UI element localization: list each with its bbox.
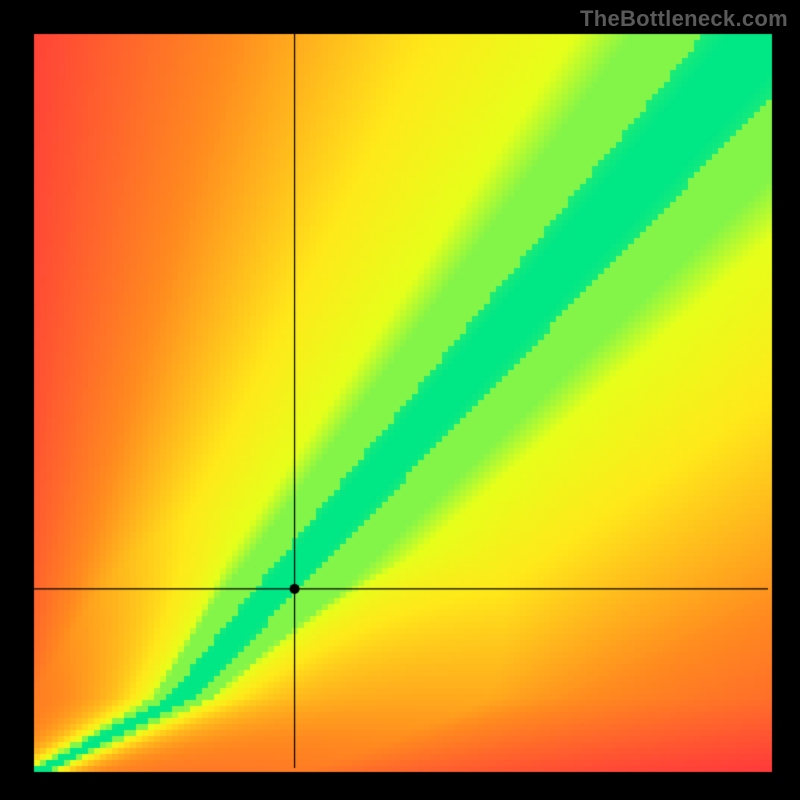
watermark-text: TheBottleneck.com (580, 6, 788, 32)
bottleneck-heatmap (0, 0, 800, 800)
